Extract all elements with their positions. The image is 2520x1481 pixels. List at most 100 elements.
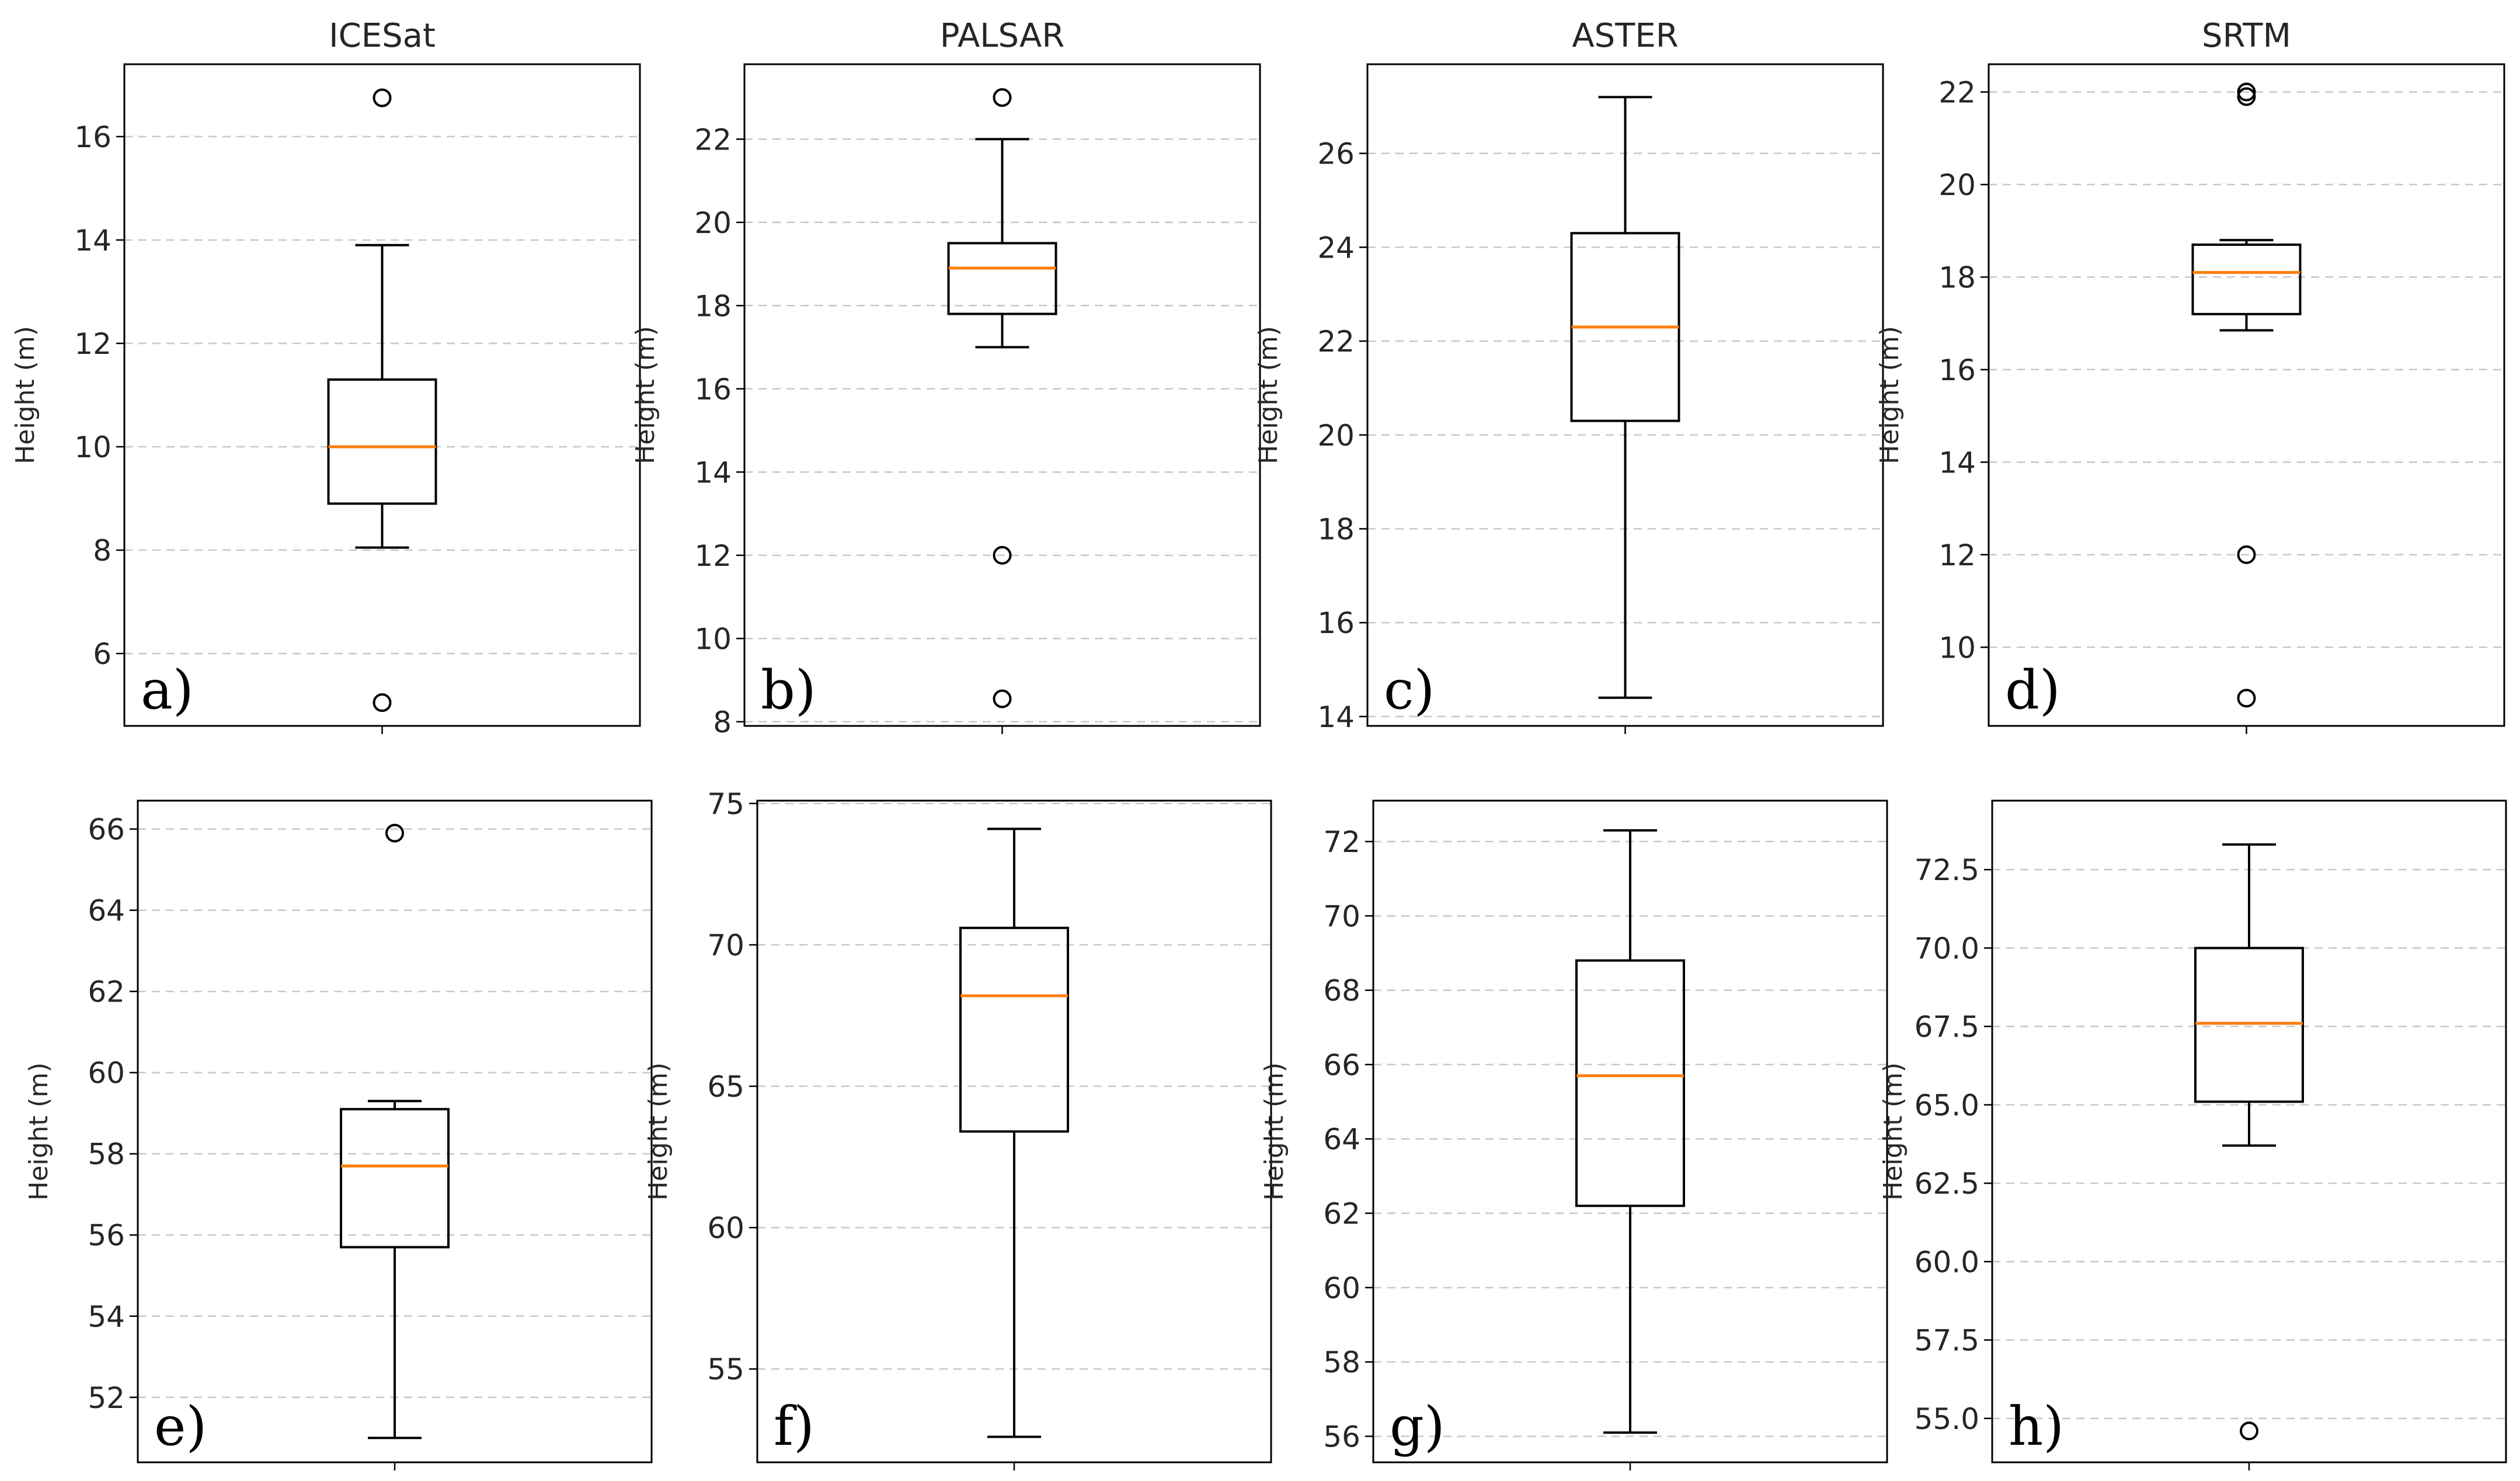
panel-8: 55.0 57.5 60.0 62.5 65.0 67.5 70.0 72.5 Height (…	[1878, 799, 2507, 1470]
y-tick-label: 14	[74, 224, 112, 258]
axes-frame	[1366, 63, 1884, 727]
chart-title: PALSAR	[940, 17, 1065, 55]
outlier-point	[373, 693, 392, 712]
y-axis-label: Height (m)	[1254, 326, 1283, 464]
panel-label: b)	[761, 659, 816, 721]
y-tick-label: 65	[707, 1070, 744, 1104]
outlier-point	[373, 88, 392, 107]
y-tick-label: 16	[1317, 606, 1355, 640]
y-tick-label: 6	[93, 637, 112, 671]
chart-title: SRTM	[2202, 17, 2291, 55]
panel-label: a)	[141, 659, 194, 721]
iqr-box	[947, 242, 1057, 315]
panel-5: 52 54 56 58 60 62 64 66 Height (m) e)	[24, 799, 653, 1470]
y-axis-label: Height (m)	[1875, 326, 1905, 464]
y-axis-label: Height (m)	[1878, 1062, 1908, 1201]
y-tick-label: 16	[694, 373, 732, 406]
panel-4: 10 12 14 16 18 20 22 SRTM Height (m) d)	[1875, 17, 2505, 734]
axes-frame	[137, 799, 653, 1463]
y-tick-label: 68	[1323, 974, 1360, 1008]
plot-area	[1989, 64, 2504, 726]
y-tick-label: 70	[1323, 899, 1360, 933]
y-tick-label: 14	[1938, 446, 1976, 479]
axes-frame	[1991, 799, 2507, 1463]
y-tick-label: 16	[1938, 353, 1976, 387]
chart-title: ASTER	[1572, 17, 1678, 55]
y-tick-label: 70	[707, 929, 744, 962]
panel-6: 55 60 65 70 75 Height (m) f)	[643, 787, 1272, 1470]
y-tick-label: 58	[1323, 1346, 1360, 1379]
y-tick-label: 8	[93, 534, 112, 568]
iqr-box	[340, 1108, 450, 1249]
y-tick-label: 58	[88, 1138, 125, 1171]
axes-frame	[123, 63, 641, 727]
y-tick-label: 75	[707, 787, 744, 821]
y-tick-label: 22	[1317, 325, 1355, 359]
y-tick-label: 12	[1938, 538, 1976, 572]
y-tick-label: 66	[1323, 1048, 1360, 1082]
iqr-box	[2194, 947, 2304, 1103]
y-axis-label: Height (m)	[643, 1062, 673, 1201]
y-tick-label: 56	[1323, 1420, 1360, 1454]
axes-frame	[1988, 63, 2505, 727]
y-tick-label: 72	[1323, 825, 1360, 859]
y-axis-label: Height (m)	[1259, 1062, 1289, 1201]
axes-frame	[756, 799, 1272, 1463]
panel-label: f)	[774, 1395, 815, 1458]
y-tick-label: 70.0	[1915, 931, 1979, 965]
y-tick-label: 10	[1938, 631, 1976, 665]
outlier-point	[2237, 545, 2256, 564]
plot-area	[124, 64, 640, 726]
panel-label: h)	[2009, 1395, 2064, 1458]
y-tick-label: 55	[707, 1353, 744, 1386]
y-tick-label: 62	[88, 975, 125, 1009]
y-tick-label: 56	[88, 1219, 125, 1253]
y-tick-label: 67.5	[1915, 1010, 1979, 1044]
y-tick-label: 16	[74, 120, 112, 154]
y-tick-label: 52	[88, 1381, 125, 1415]
outlier-point	[2237, 82, 2256, 102]
panel-label: e)	[154, 1395, 207, 1458]
iqr-box	[2191, 244, 2302, 315]
y-tick-label: 54	[88, 1300, 125, 1334]
panel-7: 56 58 60 62 64 66 68 70 72 Height (m) g)	[1259, 799, 1888, 1470]
outlier-point	[2240, 1421, 2258, 1441]
y-tick-label: 65.0	[1915, 1089, 1979, 1122]
panel-3: 14 16 18 20 22 24 26 ASTER Height (m) c)	[1254, 17, 1884, 734]
y-tick-label: 8	[713, 705, 732, 739]
panel-label: g)	[1390, 1395, 1445, 1458]
y-tick-label: 12	[694, 539, 732, 573]
y-tick-label: 20	[1317, 419, 1355, 453]
y-tick-label: 22	[1938, 76, 1976, 110]
y-tick-label: 14	[1317, 700, 1355, 734]
y-tick-label: 64	[88, 894, 125, 928]
y-tick-label: 64	[1323, 1122, 1360, 1156]
outlier-point	[993, 88, 1012, 107]
y-tick-label: 22	[694, 123, 732, 157]
y-tick-label: 60	[1323, 1271, 1360, 1305]
outlier-point	[993, 545, 1012, 565]
y-tick-label: 62	[1323, 1197, 1360, 1231]
y-tick-label: 60	[707, 1211, 744, 1245]
y-tick-label: 24	[1317, 231, 1355, 265]
panel-1: 6 8 10 12 14 16 ICESat Height (m) a)	[11, 17, 641, 734]
y-tick-label: 20	[694, 206, 732, 240]
outlier-point	[993, 689, 1012, 708]
y-tick-label: 57.5	[1915, 1324, 1979, 1358]
iqr-box	[1575, 959, 1685, 1207]
iqr-box	[959, 926, 1069, 1133]
y-tick-label: 18	[694, 289, 732, 323]
y-tick-label: 60	[88, 1056, 125, 1090]
panel-label: c)	[1384, 659, 1435, 721]
y-axis-label: Height (m)	[631, 326, 660, 464]
panel-2: 8 10 12 14 16 18 20 22 PALSAR Height (m) b)	[631, 17, 1261, 739]
y-tick-label: 10	[74, 430, 112, 464]
y-tick-label: 18	[1317, 513, 1355, 547]
y-tick-label: 14	[694, 456, 732, 489]
axes-frame	[1372, 799, 1888, 1463]
chart-title: ICESat	[329, 17, 436, 55]
axes-frame	[743, 63, 1261, 727]
y-tick-label: 18	[1938, 260, 1976, 294]
y-tick-label: 20	[1938, 168, 1976, 202]
